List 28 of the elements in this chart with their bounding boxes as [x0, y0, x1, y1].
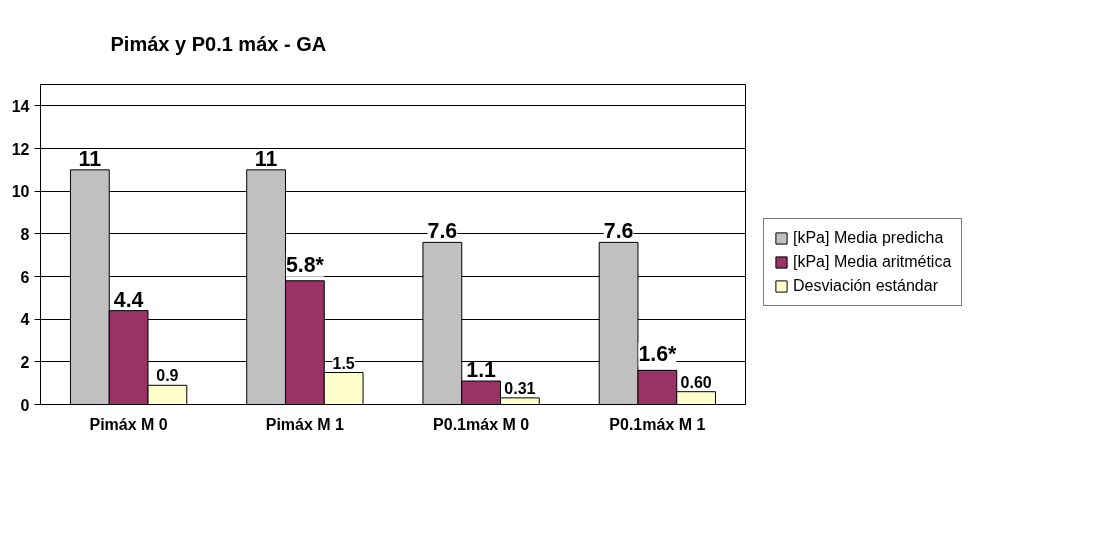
legend-label: Desviación estándar — [793, 277, 938, 295]
y-tick-label: 4 — [20, 311, 30, 329]
y-tick-label: 6 — [20, 268, 30, 286]
data-label: 11 — [254, 146, 278, 171]
data-label: 7.6 — [427, 219, 458, 244]
x-tick-label: P0.1máx M 1 — [609, 415, 706, 433]
data-label: 0.60 — [680, 373, 712, 391]
data-label: 0.9 — [156, 367, 179, 385]
y-tick-label: 10 — [11, 183, 30, 201]
data-label: 4.4 — [113, 287, 144, 312]
x-tick-label: Pimáx M 1 — [265, 415, 345, 433]
chart-title: Pimáx y P0.1 máx - GA — [110, 32, 327, 55]
data-label: 1.5 — [332, 354, 355, 372]
y-tick-label: 0 — [20, 396, 30, 414]
data-label: 1.1 — [466, 358, 497, 383]
legend-label: [kPa] Media aritmética — [793, 253, 952, 271]
y-tick-label: 12 — [11, 140, 30, 158]
data-label: 0.31 — [504, 379, 536, 397]
data-label: 7.6 — [603, 219, 634, 244]
y-tick-label: 14 — [11, 97, 30, 115]
y-tick-label: 8 — [20, 225, 30, 243]
data-label: 1.6* — [638, 342, 678, 367]
data-label: 11 — [78, 146, 102, 171]
data-label: 5.8* — [285, 252, 325, 277]
x-tick-label: Pimáx M 0 — [89, 415, 168, 433]
x-tick-label: P0.1máx M 0 — [433, 415, 530, 433]
legend-label: [kPa] Media predicha — [793, 229, 944, 247]
y-tick-label: 2 — [20, 353, 30, 371]
